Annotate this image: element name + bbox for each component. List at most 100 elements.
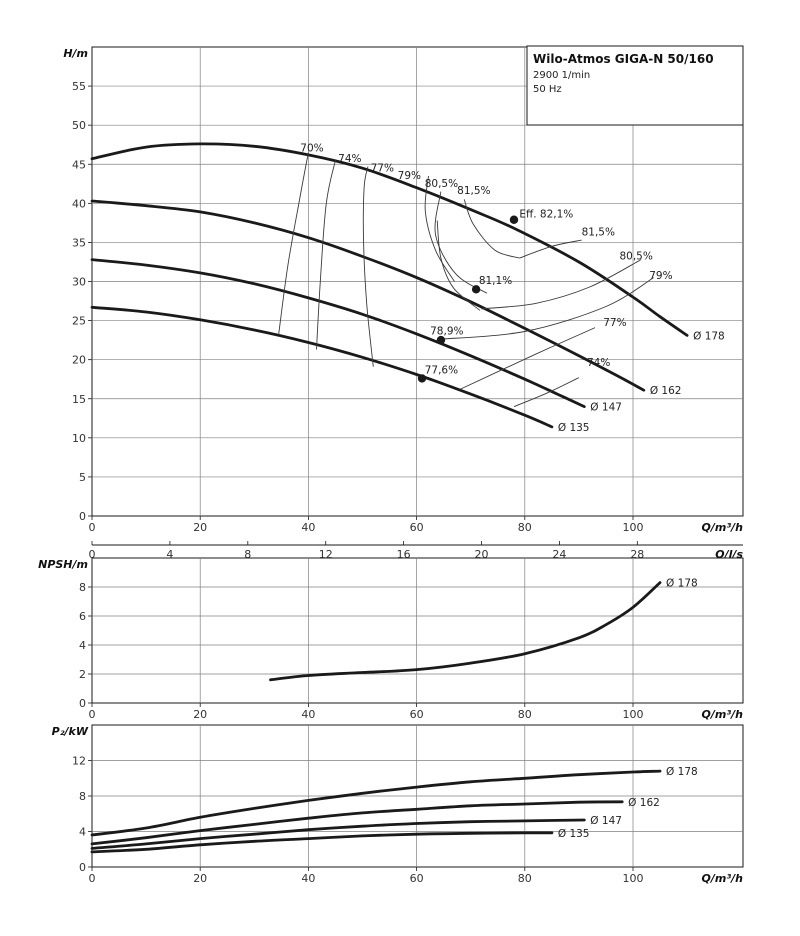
head-tick-label-y: 45 [72,158,86,171]
power-series-label: Ø 162 [628,797,660,809]
efficiency-contour [459,327,596,390]
head-series-line [90,258,586,408]
frequency-label: 50 Hz [533,84,562,95]
head-tick-label-y: 10 [72,432,86,445]
efficiency-label: 80,5% [425,178,458,190]
head-tick-label-y: 15 [72,393,86,406]
power-series-line [90,818,586,850]
head-tick-label-x: 80 [518,521,532,534]
head-tick-label-y: 20 [72,354,86,367]
head-x-axis-label: Q/m³/h [702,521,744,534]
head-series-line [90,199,646,392]
bep-point [509,215,519,224]
head-series-label: Ø 135 [558,422,590,434]
head-series-label: Ø 178 [693,330,725,342]
head-tick-label-y: 55 [72,80,86,93]
efficiency-contour [481,259,642,310]
efficiency-label: 79% [649,270,672,282]
head-tick-label-x: 100 [623,521,644,534]
npsh-panel: 0 20 40 60 80 100 0 2 4 6 8 NPSH/m Q/m³/h Ø 178 [38,557,744,721]
power-x-axis-label: Q/m³/h [702,872,744,885]
npsh-frame [91,557,744,704]
npsh-tick-label-y: 0 [79,697,86,710]
npsh-tick-label-x: 40 [301,708,315,721]
power-panel: 0 20 40 60 80 100 0 4 8 12 P₂/kW Q/m³/h Ø 178 Ø 162 Ø … [52,724,744,885]
npsh-tick-label-x: 100 [623,708,644,721]
power-tick-label-x: 80 [518,872,532,885]
power-series-label: Ø 147 [590,815,622,827]
power-tick-label-x: 40 [301,872,315,885]
efficiency-contour [316,160,336,350]
power-series-line [90,831,554,854]
efficiency-label: 81,5% [582,226,615,238]
npsh-tick-label-x: 60 [410,708,424,721]
head-tick-label-y: 35 [72,236,86,249]
efficiency-label: 74% [338,153,361,165]
power-tick-label-x: 0 [89,872,96,885]
power-tick-label-y: 4 [79,826,86,839]
npsh-tick-label-x: 0 [89,708,96,721]
npsh-series-label: Ø 178 [666,578,698,590]
power-series-line [90,800,624,846]
head-y-axis-label: H/m [63,47,88,60]
speed-label: 2900 1/min [533,70,590,81]
power-tick-label-y: 8 [79,790,86,803]
power-tick-label-x: 60 [410,872,424,885]
bep-point [436,335,446,345]
head-tick-label-y: 0 [79,510,86,523]
npsh-tick-label-y: 6 [79,610,86,623]
efficiency-label: 80,5% [619,251,652,263]
head-series-line [90,142,689,337]
power-series-label: Ø 135 [558,828,590,840]
head-tick-label-y: 25 [72,315,86,328]
npsh-tick-label-y: 8 [79,581,86,594]
efficiency-contour [436,220,481,311]
efficiency-label: 78,9% [430,326,463,338]
npsh-tick-label-x: 80 [518,708,532,721]
power-tick-label-x: 100 [623,872,644,885]
efficiency-label: 77% [371,162,394,174]
efficiency-label: 74% [587,357,610,369]
title-box: Wilo-Atmos GIGA-N 50/160 2900 1/min 50 H… [526,45,744,126]
head-series-line [90,305,554,429]
npsh-y-axis-label: NPSH/m [38,558,88,571]
chart-title: Wilo-Atmos GIGA-N 50/160 [533,52,714,66]
power-tick-label-x: 20 [193,872,207,885]
bep-point [417,374,427,383]
head-tick-label-x: 20 [193,521,207,534]
npsh-tick-label-y: 4 [79,639,86,652]
secondary-axis-tick-label: 8 [244,548,251,561]
head-tick-label-y: 30 [72,276,86,289]
power-y-axis-label: P₂/kW [52,725,89,738]
efficiency-label: 70% [300,143,323,155]
head-tick-label-x: 40 [301,521,315,534]
efficiency-label: 81,1% [479,275,512,287]
npsh-series-line [269,581,662,682]
head-tick-label-y: 40 [72,197,86,210]
head-tick-label-x: 60 [410,521,424,534]
head-tick-label-x: 0 [89,521,96,534]
npsh-x-axis-label: Q/m³/h [702,708,744,721]
head-tick-label-y: 50 [72,119,86,132]
secondary-axis-tick-label: 4 [166,548,173,561]
power-series-label: Ø 178 [666,766,698,778]
efficiency-contour [434,191,488,294]
efficiency-contour [438,277,654,340]
power-series-line [90,769,662,837]
npsh-tick-label-y: 2 [79,668,86,681]
efficiency-label: 77,6% [425,365,458,377]
efficiency-contour [513,377,580,408]
efficiency-contour [519,239,582,259]
efficiency-label: 77% [603,317,626,329]
bep-point [471,285,481,294]
head-tick-label-y: 5 [79,471,86,484]
efficiency-label: 81,5% [457,185,490,197]
head-series-label: Ø 147 [590,402,622,414]
efficiency-contour [362,166,374,367]
efficiency-label: 79% [398,170,421,182]
head-series-label: Ø 162 [650,385,682,397]
efficiency-contour [463,199,520,259]
efficiency-label: Eff. 82,1% [519,208,573,220]
power-tick-label-y: 0 [79,861,86,874]
